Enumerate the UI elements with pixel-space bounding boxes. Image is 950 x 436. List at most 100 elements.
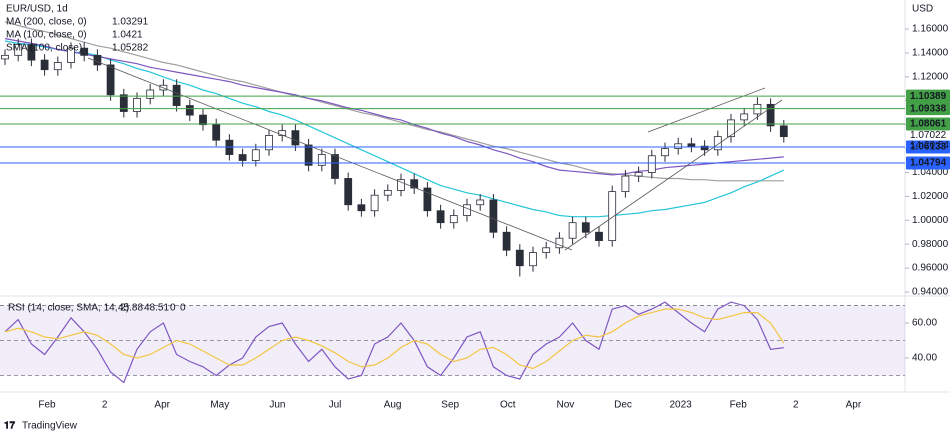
y-tick-label: 1.04000: [912, 167, 949, 178]
y-tick-label: 1.00000: [912, 215, 949, 226]
x-tick-label: Apr: [846, 400, 862, 411]
legend-value: 1.03291: [112, 17, 149, 28]
ma-line: [4, 40, 785, 218]
trend-line: [647, 87, 766, 133]
legend-name: MA (200, close, 0): [6, 17, 87, 28]
candle-body: [621, 175, 630, 193]
trend-line: [87, 57, 573, 251]
x-tick-label: Nov: [557, 400, 575, 411]
x-tick-label: Dec: [614, 400, 632, 411]
candle-body: [106, 64, 115, 96]
candle-body: [568, 222, 577, 239]
candle-body: [463, 204, 471, 216]
candle-body: [344, 178, 353, 206]
level-label: 1.08061: [910, 119, 947, 130]
level-tag: [906, 117, 950, 131]
level-label: 1.04794: [910, 158, 947, 169]
legend-value: 1.0421: [112, 30, 143, 41]
level-label: 1.09338: [910, 103, 947, 114]
candle-body: [383, 190, 392, 196]
candle-body: [27, 44, 36, 61]
candle-body: [529, 252, 537, 267]
candle-body: [172, 84, 181, 106]
x-tick-label: Aug: [384, 400, 402, 411]
candle-body: [634, 172, 643, 177]
countdown: 14:20:54: [910, 140, 949, 151]
level-label: 1.06133: [910, 142, 947, 153]
y-tick-label: 0.96000: [912, 263, 949, 274]
trend-line: [564, 99, 783, 251]
level-tag: [906, 102, 950, 116]
candle-body: [40, 59, 49, 71]
y-tick-label: 1.12000: [912, 71, 949, 82]
y-tick-label: 1.02000: [912, 191, 949, 202]
y-tick-label: 60.00: [912, 318, 937, 329]
rsi-title: RSI (14, close, SMA, 14, 2): [8, 303, 129, 314]
candle-body: [410, 179, 419, 189]
x-tick-label: Jun: [269, 400, 285, 411]
x-tick-label: 2: [793, 400, 799, 411]
legend-name: MA (100, close, 0): [6, 30, 87, 41]
candle-body: [370, 194, 379, 212]
rsi-legend-value: 45.88: [118, 303, 143, 314]
legend-value: 1.05282: [112, 43, 149, 54]
candle-body: [542, 247, 551, 253]
candle-body: [779, 125, 788, 138]
level-label: 1.10389: [910, 91, 947, 102]
level-tag: [906, 140, 950, 154]
candle-body: [449, 215, 458, 224]
candle-body: [713, 136, 722, 151]
candle-body: [423, 187, 432, 212]
axis-unit: USD: [912, 4, 933, 15]
candle-body: [766, 103, 775, 127]
marks: [0, 21, 905, 384]
candle-body: [436, 210, 445, 224]
level-tag: [906, 89, 950, 103]
ma-line: [4, 21, 784, 182]
candle-body: [53, 62, 62, 71]
legend-name: SMA (100, close): [6, 43, 82, 54]
x-tick-label: Oct: [500, 400, 516, 411]
rsi-line: [4, 308, 785, 370]
candle-body: [687, 143, 696, 147]
candle-body: [67, 47, 75, 63]
candle-body: [1, 54, 9, 60]
brand: TradingView: [22, 421, 78, 432]
candle-body: [265, 135, 273, 151]
candle-body: [397, 179, 405, 191]
x-tick-label: Feb: [38, 400, 56, 411]
y-tick-label: 1.16000: [912, 24, 949, 35]
candle-body: [502, 231, 511, 251]
candle-body: [238, 154, 247, 161]
y-tick-label: 40.00: [912, 353, 937, 364]
candle-body: [555, 237, 564, 249]
candle-body: [357, 204, 366, 212]
candle-body: [489, 199, 498, 233]
candle-body: [93, 54, 102, 66]
candle-body: [581, 222, 590, 233]
candle-body: [199, 114, 207, 126]
candle-body: [727, 119, 735, 138]
candle-body: [317, 154, 326, 166]
level-tag: [906, 156, 950, 170]
x-tick-label: May: [210, 400, 229, 411]
candle-body: [476, 199, 485, 206]
rsi-legend-value: 48.51: [144, 303, 169, 314]
x-tick-label: Apr: [154, 400, 170, 411]
y-tick-label: 1.14000: [912, 48, 949, 59]
x-tick-label: Jul: [329, 400, 342, 411]
candle-body: [661, 148, 669, 157]
y-tick-label: 0.98000: [912, 239, 949, 250]
candle-body: [608, 191, 617, 242]
candle-body: [14, 44, 23, 56]
current-price: 1.07022: [910, 130, 947, 141]
candle-body: [212, 124, 221, 141]
candle-body: [304, 144, 313, 166]
candle-body: [331, 154, 339, 179]
candle-body: [80, 47, 89, 56]
candle-body: [700, 145, 709, 151]
x-tick-label: Feb: [730, 400, 748, 411]
x-tick-label: 2023: [669, 400, 692, 411]
